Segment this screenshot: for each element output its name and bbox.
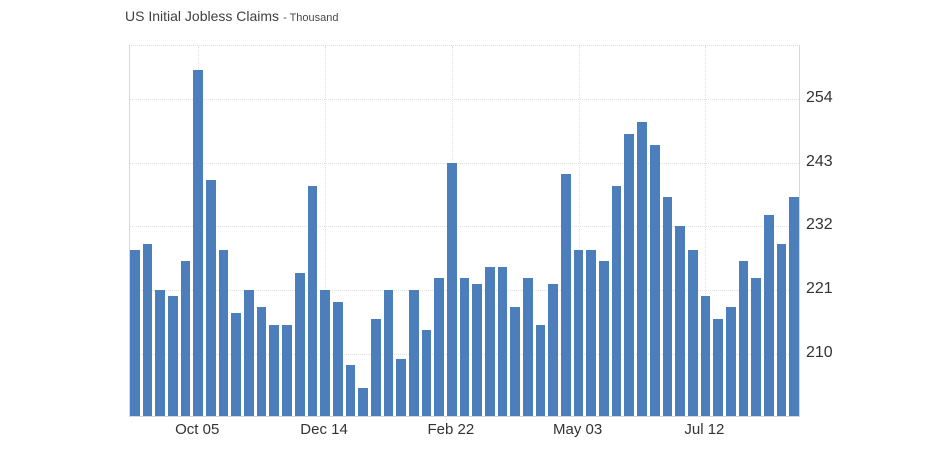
- y-tick-label: 232: [806, 216, 833, 234]
- bar-week-38[interactable]: [599, 261, 609, 416]
- bar-week-47[interactable]: [713, 318, 723, 416]
- bar-week-29[interactable]: [485, 266, 495, 416]
- bar-week-12[interactable]: [269, 324, 280, 416]
- bar-week-16[interactable]: [320, 289, 330, 416]
- chart-title: US Initial Jobless Claims - Thousand: [125, 8, 339, 26]
- bar-week-7[interactable]: [206, 180, 216, 416]
- bar-week-10[interactable]: [244, 289, 254, 416]
- bar-week-52[interactable]: [776, 243, 787, 416]
- gridline-vertical: [705, 46, 707, 416]
- bar-week-45[interactable]: [687, 249, 698, 416]
- x-tick-label: Oct 05: [175, 421, 220, 438]
- y-tick-label: 221: [806, 279, 833, 297]
- bar-week-31[interactable]: [510, 307, 521, 416]
- x-axis: Oct 05 Dec 14 Feb 22 May 03 Jul 12: [129, 421, 798, 443]
- gridline-vertical: [578, 46, 580, 416]
- bar-week-19[interactable]: [358, 388, 368, 416]
- gridline-vertical: [325, 46, 327, 416]
- bar-week-4[interactable]: [168, 295, 178, 416]
- bar-week-46[interactable]: [700, 295, 711, 416]
- bar-week-34[interactable]: [548, 284, 559, 416]
- plot-area: [129, 45, 800, 417]
- bar-week-49[interactable]: [738, 261, 749, 416]
- bar-week-26[interactable]: [446, 162, 457, 416]
- gridline-horizontal: [130, 226, 799, 228]
- bar-week-35[interactable]: [561, 174, 571, 416]
- bar-week-51[interactable]: [763, 214, 774, 416]
- bar-week-30[interactable]: [497, 266, 508, 416]
- bar-week-18[interactable]: [345, 365, 356, 416]
- x-tick-label: Feb 22: [427, 421, 475, 438]
- bar-week-8[interactable]: [218, 249, 229, 416]
- bar-week-5[interactable]: [180, 261, 191, 416]
- gridline-horizontal: [130, 162, 799, 164]
- x-tick-label: Jul 12: [684, 421, 725, 438]
- y-tick-label: 210: [806, 343, 833, 361]
- chart-unit-label: - Thousand: [283, 12, 339, 24]
- gridline-horizontal: [130, 99, 799, 101]
- bar-week-6[interactable]: [193, 70, 204, 416]
- bar-week-32[interactable]: [523, 278, 533, 416]
- bar-week-27[interactable]: [459, 278, 470, 416]
- bar-week-43[interactable]: [662, 197, 673, 416]
- bar-week-37[interactable]: [586, 249, 597, 416]
- bar-week-9[interactable]: [231, 313, 242, 416]
- y-tick-label: 254: [806, 89, 833, 107]
- y-axis: 210 221 232 243 254: [806, 45, 876, 415]
- bar-week-20[interactable]: [370, 318, 381, 416]
- bar-week-40[interactable]: [624, 133, 635, 416]
- bar-week-24[interactable]: [421, 330, 432, 416]
- bar-week-23[interactable]: [408, 289, 419, 416]
- x-tick-label: May 03: [553, 421, 603, 438]
- bar-week-39[interactable]: [611, 185, 622, 416]
- bar-week-14[interactable]: [294, 272, 305, 416]
- bar-week-25[interactable]: [434, 278, 444, 416]
- bar-week-3[interactable]: [155, 289, 166, 416]
- x-tick-label: Dec 14: [300, 421, 348, 438]
- bar-week-48[interactable]: [725, 307, 736, 416]
- bar-week-21[interactable]: [383, 289, 394, 416]
- bar-week-17[interactable]: [332, 301, 343, 416]
- y-tick-label: 243: [806, 152, 833, 170]
- bar-week-41[interactable]: [637, 122, 647, 416]
- bar-week-2[interactable]: [142, 243, 153, 416]
- bar-week-42[interactable]: [649, 145, 660, 416]
- bar-week-36[interactable]: [573, 249, 584, 416]
- bar-week-1[interactable]: [130, 249, 140, 416]
- bar-week-50[interactable]: [751, 278, 761, 416]
- bar-week-44[interactable]: [675, 226, 685, 416]
- bar-week-33[interactable]: [535, 324, 546, 416]
- bar-week-15[interactable]: [307, 185, 318, 416]
- bar-week-11[interactable]: [256, 307, 267, 416]
- bar-week-13[interactable]: [282, 324, 292, 416]
- bar-week-22[interactable]: [396, 359, 406, 416]
- bar-week-53[interactable]: [789, 197, 799, 416]
- bar-week-28[interactable]: [472, 284, 483, 416]
- chart-title-text: US Initial Jobless Claims: [125, 8, 280, 24]
